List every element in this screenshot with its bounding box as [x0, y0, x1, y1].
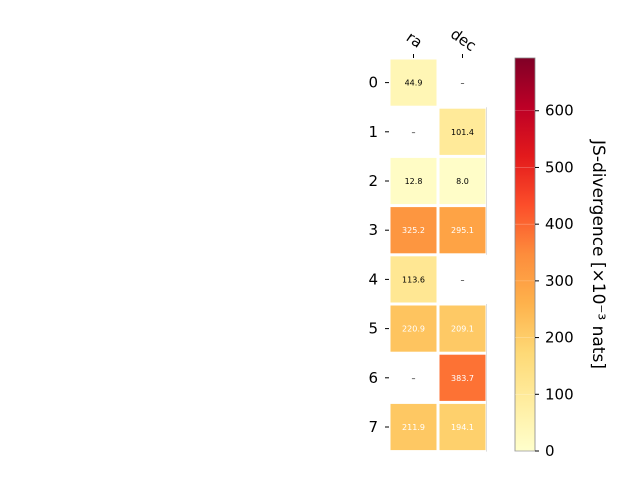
colorbar-tick-label: 400 — [545, 215, 574, 233]
colorbar-tick-label: 500 — [545, 158, 574, 176]
row-tick-label: 6 — [368, 369, 378, 387]
row-axis: 0 1 2 3 4 5 6 7 — [368, 74, 389, 436]
heatmap-cell — [439, 207, 486, 254]
cell-value-label: 220.9 — [402, 325, 425, 334]
colorbar-tick-label: 200 — [545, 329, 574, 347]
cell-value-label: 12.8 — [405, 177, 423, 186]
column-axis: ra dec — [403, 25, 480, 58]
colorbar-tick-label: 100 — [545, 385, 574, 403]
heatmap-cell — [439, 354, 486, 401]
row-tick-label: 7 — [368, 418, 378, 436]
cell-value-label: – — [461, 275, 465, 284]
heatmap-cell — [439, 305, 486, 352]
row-tick-label: 4 — [368, 270, 378, 288]
column-tick-label: ra — [403, 28, 426, 52]
heatmap-cell-labels: 44.9 – – 101.4 12.8 8.0 325.2 295.1 113.6 – 220.9 2… — [402, 79, 474, 432]
row-tick-label: 1 — [368, 123, 378, 141]
cell-value-label: 44.9 — [405, 79, 423, 88]
colorbar-tick-label: 0 — [545, 442, 555, 460]
row-tick-label: 5 — [368, 320, 378, 338]
heatmap-cells — [390, 59, 487, 452]
heatmap-cell — [390, 207, 437, 254]
cell-value-label: 8.0 — [456, 177, 469, 186]
heatmap-cell — [439, 157, 486, 205]
cell-value-label: 113.6 — [402, 275, 425, 284]
heatmap-cell — [390, 256, 437, 303]
cell-value-label: 209.1 — [451, 325, 474, 334]
colorbar-gradient — [514, 57, 536, 452]
heatmap-cell — [390, 59, 437, 106]
cell-value-label: 194.1 — [451, 423, 474, 432]
colorbar: 0 100 200 300 400 500 600 JS-divergence [×10⁻³… — [514, 57, 608, 460]
cell-value-label: 211.9 — [402, 423, 425, 432]
row-tick-label: 2 — [368, 172, 378, 190]
heatmap-cell — [390, 157, 437, 205]
heatmap-cell — [439, 108, 486, 155]
cell-value-label: – — [412, 374, 416, 383]
cell-value-label: 101.4 — [451, 128, 474, 137]
colorbar-ticks: 0 100 200 300 400 500 600 — [515, 102, 574, 460]
row-tick-label: 3 — [368, 221, 378, 239]
cell-value-label: 383.7 — [451, 374, 474, 383]
heatmap-cell — [390, 403, 437, 451]
column-tick-label: dec — [447, 25, 479, 55]
cell-value-label: 295.1 — [451, 226, 474, 235]
colorbar-tick-label: 300 — [545, 272, 574, 290]
cell-value-label: 325.2 — [402, 226, 425, 235]
row-tick-label: 0 — [368, 74, 378, 92]
heatmap-cell — [439, 403, 486, 451]
colorbar-tick-label: 600 — [545, 102, 574, 120]
colorbar-label: JS-divergence [×10⁻³ nats] — [588, 139, 608, 369]
cell-value-label: – — [461, 79, 465, 88]
heatmap-cell — [390, 305, 437, 352]
cell-value-label: – — [412, 128, 416, 137]
